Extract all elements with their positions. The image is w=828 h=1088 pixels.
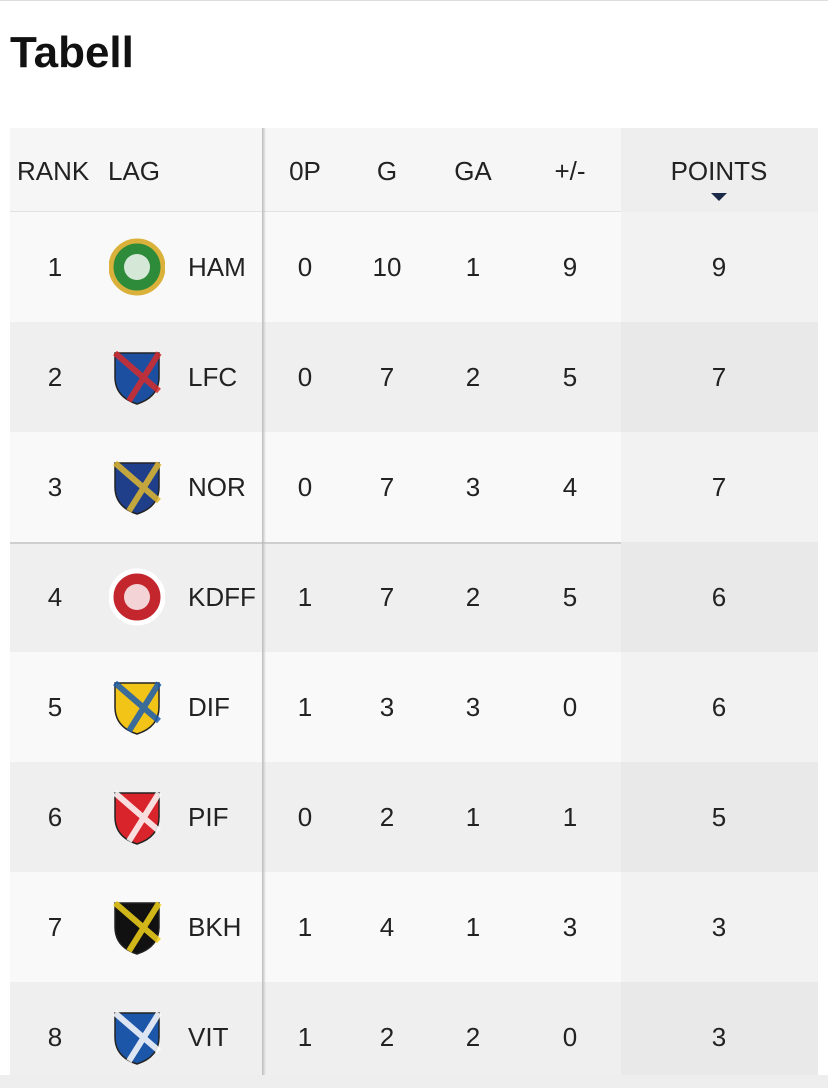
stat-cell: 4 xyxy=(47,582,63,612)
stat-cell: 2 xyxy=(379,1022,395,1052)
team-logo xyxy=(113,680,162,735)
points-cell-bg xyxy=(621,212,818,322)
column-header: GA xyxy=(454,156,492,186)
stat-cell: 0 xyxy=(297,252,313,282)
stat-cell: 3 xyxy=(379,692,395,722)
column-header: POINTS xyxy=(670,156,768,186)
stat-cell: 1 xyxy=(465,912,481,942)
stat-cell: 1 xyxy=(465,252,481,282)
team-logo xyxy=(109,238,165,296)
page-title: Tabell xyxy=(10,28,134,77)
stat-cell: 3 xyxy=(465,692,481,722)
team-name: KDFF xyxy=(188,582,256,612)
stat-cell: 3 xyxy=(562,912,578,942)
team-logo xyxy=(113,460,162,515)
team-name: DIF xyxy=(188,692,230,722)
stat-cell: 1 xyxy=(297,692,313,722)
stat-cell: 0 xyxy=(297,362,313,392)
stat-cell: 4 xyxy=(379,912,395,942)
stat-cell: 3 xyxy=(711,1022,727,1052)
stat-cell: 6 xyxy=(47,802,63,832)
stat-cell: 7 xyxy=(711,472,727,502)
stat-cell: 6 xyxy=(711,582,727,612)
stat-cell: 7 xyxy=(47,912,63,942)
stat-cell: 0 xyxy=(562,692,578,722)
stat-cell: 9 xyxy=(711,252,727,282)
stat-cell: 0 xyxy=(297,802,313,832)
stat-cell: 7 xyxy=(379,472,395,502)
team-name: LFC xyxy=(188,362,238,392)
stat-cell: 4 xyxy=(562,472,578,502)
team-logo xyxy=(109,568,165,626)
stat-cell: 1 xyxy=(297,912,313,942)
team-name: VIT xyxy=(188,1022,229,1052)
column-header: LAG xyxy=(108,156,161,186)
stat-cell: 1 xyxy=(47,252,63,282)
stat-cell: 2 xyxy=(47,362,63,392)
sort-indicator[interactable] xyxy=(711,192,727,202)
team-name: BKH xyxy=(188,912,242,942)
stat-cell: 8 xyxy=(47,1022,63,1052)
points-cell-bg xyxy=(621,982,818,1075)
team-logo xyxy=(113,790,162,845)
points-cell-bg xyxy=(621,762,818,872)
top-border xyxy=(0,0,828,1)
team-logo xyxy=(113,900,162,955)
stat-cell: 6 xyxy=(711,692,727,722)
points-cell-bg xyxy=(621,432,818,542)
points-cell-bg xyxy=(621,542,818,652)
points-cell-bg xyxy=(621,872,818,982)
stat-cell: 1 xyxy=(562,802,578,832)
stat-cell: 7 xyxy=(379,582,395,612)
footer-strip xyxy=(0,1075,828,1088)
stat-cell: 1 xyxy=(465,802,481,832)
team-name: PIF xyxy=(188,802,229,832)
team-logo xyxy=(113,1010,162,1065)
stat-cell: 0 xyxy=(297,472,313,502)
column-header: 0P xyxy=(289,156,321,186)
standings-table: RANK LAG 0P G GA +/- POINTS 1 HAM 0 10 1 9 9 2 LFC 0 7 2 5 7… xyxy=(10,128,818,1075)
stat-cell: 2 xyxy=(379,802,395,832)
column-header: +/- xyxy=(554,156,586,186)
points-cell-bg xyxy=(621,652,818,762)
column-header: RANK xyxy=(17,156,90,186)
team-logo xyxy=(113,350,162,405)
stat-cell: 2 xyxy=(465,582,481,612)
stat-cell: 5 xyxy=(47,692,63,722)
points-cell-bg xyxy=(621,322,818,432)
stat-cell: 3 xyxy=(711,912,727,942)
column-divider xyxy=(262,128,266,1075)
stat-cell: 1 xyxy=(297,582,313,612)
stat-cell: 0 xyxy=(562,1022,578,1052)
stat-cell: 7 xyxy=(711,362,727,392)
stat-cell: 5 xyxy=(711,802,727,832)
stat-cell: 7 xyxy=(379,362,395,392)
stat-cell: 2 xyxy=(465,1022,481,1052)
stat-cell: 5 xyxy=(562,582,578,612)
stat-cell: 3 xyxy=(47,472,63,502)
team-name: NOR xyxy=(188,472,246,502)
stat-cell: 2 xyxy=(465,362,481,392)
stat-cell: 5 xyxy=(562,362,578,392)
stat-cell: 1 xyxy=(297,1022,313,1052)
stat-cell: 10 xyxy=(372,252,402,282)
stat-cell: 9 xyxy=(562,252,578,282)
team-name: HAM xyxy=(188,252,246,282)
stat-cell: 3 xyxy=(465,472,481,502)
column-header: G xyxy=(376,156,398,186)
